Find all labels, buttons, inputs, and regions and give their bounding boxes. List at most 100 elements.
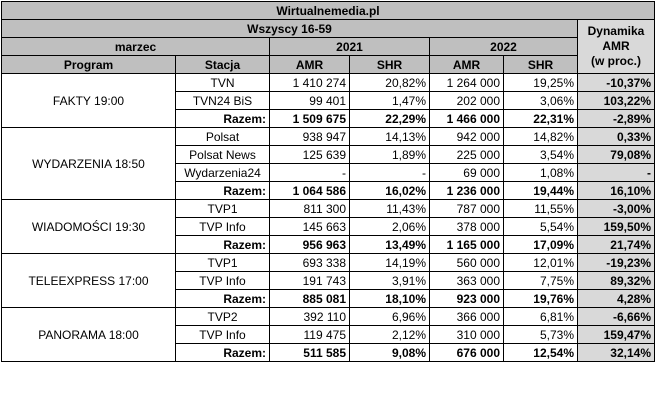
dynamics-value: 79,08% [577,145,655,164]
total-label: Razem: [175,343,270,362]
shr-2022-value: 3,06% [503,91,578,110]
shr-2022-column-header: SHR [503,55,578,74]
amr-2022-value: 1 236 000 [429,181,504,200]
amr-2021-value: 125 639 [269,145,350,164]
amr-2022-value: 69 000 [429,163,504,182]
dynamics-value: -3,00% [577,199,655,218]
amr-2021-value: 392 110 [269,307,350,326]
dynamics-header-line2: AMR [602,39,630,53]
dynamics-value: -6,66% [577,307,655,326]
shr-2021-value: 18,10% [349,289,430,308]
table-total-row: Razem: 885 081 18,10% 923 000 19,76% 4,28% [2,289,655,308]
amr-2021-value: 1 509 675 [269,109,350,128]
amr-2022-value: 942 000 [429,127,504,146]
program-name: WIADOMOŚCI 19:30 [1,199,176,254]
dynamics-value: - [577,163,655,182]
month-header: marzec [1,37,270,56]
dynamics-value: 159,47% [577,325,655,344]
station-name: TVP Info [175,325,270,344]
shr-2022-value: 19,76% [503,289,578,308]
table-row: TVN24 BiS 99 401 1,47% 202 000 3,06% 103,22% [2,91,655,110]
amr-2021-value: 811 300 [269,199,350,218]
shr-2021-value: 22,29% [349,109,430,128]
shr-2021-value: - [349,163,430,182]
dynamics-value: 16,10% [577,181,655,200]
shr-2022-value: 5,73% [503,325,578,344]
amr-2021-value: 511 585 [269,343,350,362]
amr-2022-value: 787 000 [429,199,504,218]
shr-2022-value: 12,01% [503,253,578,272]
station-name: TVP1 [175,253,270,272]
total-label: Razem: [175,289,270,308]
dynamics-value: 21,74% [577,235,655,254]
amr-2021-value: 885 081 [269,289,350,308]
amr-2022-column-header: AMR [429,55,504,74]
table-row: TVP Info 191 743 3,91% 363 000 7,75% 89,32% [2,271,655,290]
amr-2022-value: 1 466 000 [429,109,504,128]
dynamics-value: -10,37% [577,73,655,92]
amr-2021-value: 693 338 [269,253,350,272]
table-row: Wydarzenia24- -69 000 1,08% - [2,163,655,182]
amr-2021-value: 956 963 [269,235,350,254]
dynamics-header-line3: (w proc.) [591,54,641,68]
station-column-header: Stacja [175,55,270,74]
shr-2021-value: 1,47% [349,91,430,110]
shr-2022-value: 6,81% [503,307,578,326]
dynamics-value: 32,14% [577,343,655,362]
amr-2022-value: 676 000 [429,343,504,362]
dynamics-header-line1: Dynamika [587,24,645,38]
dynamics-value: -2,89% [577,109,655,128]
shr-2021-value: 9,08% [349,343,430,362]
shr-2022-value: 17,09% [503,235,578,254]
amr-2022-value: 225 000 [429,145,504,164]
table-row: WIADOMOŚCI 19:30 TVP1 811 300 11,43% 787 000… [1,199,655,254]
target-group: Wszyscy 16-59 [1,19,578,38]
shr-2021-value: 14,19% [349,253,430,272]
shr-2021-value: 11,43% [349,199,430,218]
station-name: TVP Info [175,217,270,236]
station-name: TVP Info [175,271,270,290]
amr-2022-value: 560 000 [429,253,504,272]
amr-2022-value: 310 000 [429,325,504,344]
station-name: TVN24 BiS [175,91,270,110]
station-name: Polsat News [175,145,270,164]
program-name: TELEEXPRESS 17:00 [1,253,176,308]
shr-2022-value: 14,82% [503,127,578,146]
shr-2022-value: 19,44% [503,181,578,200]
amr-2022-value: 1 165 000 [429,235,504,254]
station-name: TVP2 [175,307,270,326]
amr-2022-value: 923 000 [429,289,504,308]
total-label: Razem: [175,235,270,254]
amr-2022-value: 363 000 [429,271,504,290]
amr-2021-value: 1 064 586 [269,181,350,200]
ratings-table: Wirtualnemedia.pl Wszyscy 16-59 Dynamika… [1,1,655,362]
shr-2021-value: 1,89% [349,145,430,164]
amr-2022-value: 202 000 [429,91,504,110]
year-2021-header: 2021 [269,37,430,56]
table-row: WYDARZENIA 18:50 Polsat 938 947 14,13% 942 0… [1,127,655,200]
amr-2022-value: 378 000 [429,217,504,236]
source-title: Wirtualnemedia.pl [1,1,655,20]
amr-2021-value: 1 410 274 [269,73,350,92]
table-row: TVP Info 145 663 2,06% 378 000 5,54% 159,50% [2,217,655,236]
amr-2021-column-header: AMR [269,55,350,74]
program-name: WYDARZENIA 18:50 [1,127,176,200]
shr-2021-column-header: SHR [349,55,430,74]
amr-2021-value: 99 401 [269,91,350,110]
total-label: Razem: [175,109,270,128]
shr-2022-value: 11,55% [503,199,578,218]
dynamics-header: Dynamika AMR (w proc.) [577,19,655,74]
table-row: PANORAMA 18:00 TVP2 392 110 6,96% 366 000 6,8… [1,307,655,362]
dynamics-value: 103,22% [577,91,655,110]
table-total-row: Razem: 1 064 586 16,02% 1 236 000 19,44% 16,1… [2,181,655,200]
station-name: Polsat [175,127,270,146]
shr-2021-value: 3,91% [349,271,430,290]
amr-2021-value: 119 475 [269,325,350,344]
shr-2022-value: 19,25% [503,73,578,92]
amr-2022-value: 1 264 000 [429,73,504,92]
station-name: TVN [175,73,270,92]
dynamics-value: 159,50% [577,217,655,236]
shr-2022-value: 12,54% [503,343,578,362]
shr-2021-value: 2,06% [349,217,430,236]
amr-2021-value: 145 663 [269,217,350,236]
